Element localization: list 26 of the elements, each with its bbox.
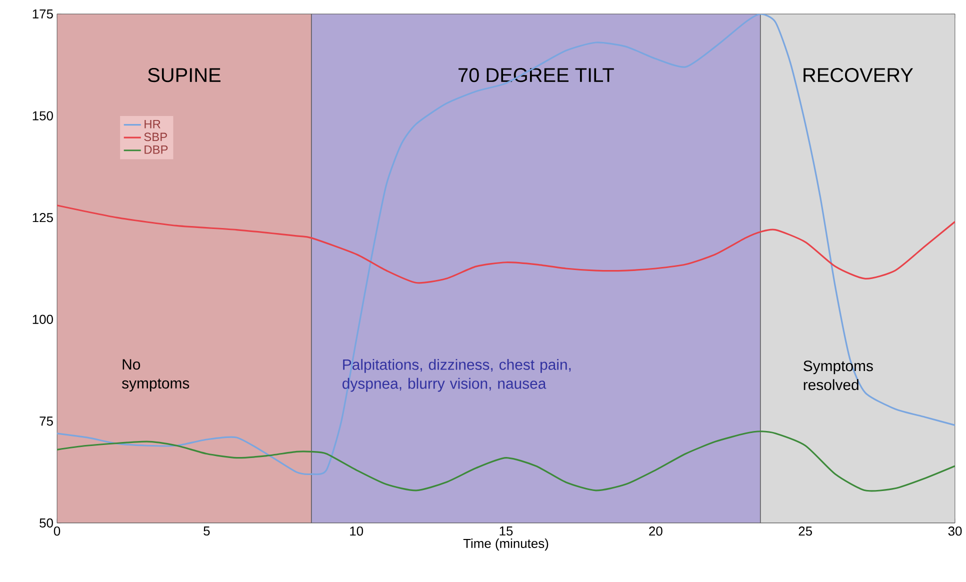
band-label: RECOVERY [804, 68, 914, 82]
x-tick-label: 5 [204, 526, 210, 536]
band-label: 70 DEGREE TILT [458, 68, 614, 82]
x-tick-label: 10 [350, 526, 364, 536]
y-tick-label: 125 [32, 212, 53, 222]
x-tick-label: 20 [649, 526, 662, 536]
y-tick-label: 75 [40, 416, 53, 426]
legend-label: SBP [144, 132, 167, 142]
y-tick-label: 150 [32, 111, 53, 120]
annotation: Palpitations, dizziness, chest pain, dyspnea, blurry vision, nausea [342, 358, 571, 392]
y-tick-label: 50 [40, 518, 53, 528]
x-axis-title: Time (minutes) [463, 538, 548, 551]
y-tick-label: 175 [32, 9, 53, 18]
x-tick-label: 25 [798, 526, 812, 536]
legend-label: DBP [144, 146, 168, 154]
y-tick-label: 100 [32, 314, 53, 324]
line-series [57, 430, 956, 492]
x-tick-label: 15 [500, 526, 513, 536]
x-tick-label: 0 [54, 526, 60, 536]
annotation: No symptoms [122, 359, 190, 392]
legend-label: HR [144, 120, 160, 128]
line-series [57, 204, 956, 284]
line-series [57, 14, 956, 476]
band-label: SUPINE [148, 68, 220, 82]
annotation: Symptoms resolved [804, 360, 873, 390]
x-tick-label: 30 [948, 526, 962, 536]
